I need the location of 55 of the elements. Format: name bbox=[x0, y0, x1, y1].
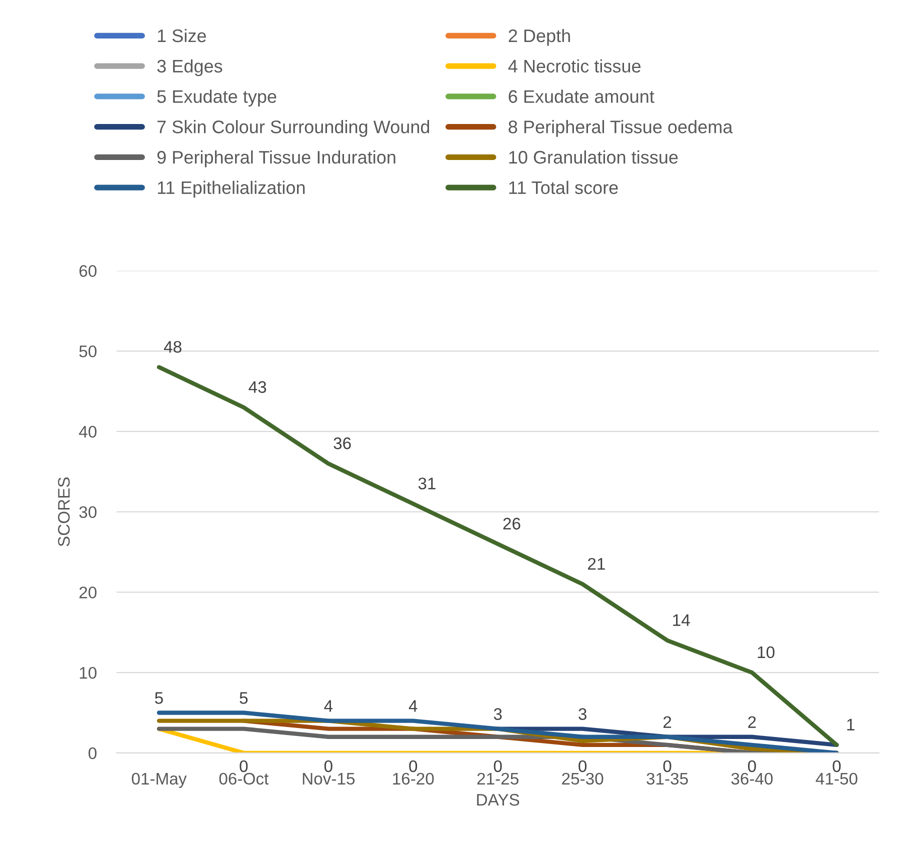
data-label: 2 bbox=[663, 716, 672, 728]
data-label: 48 bbox=[164, 340, 182, 353]
x-tick-label: 31-35 bbox=[646, 772, 688, 785]
data-label: 21 bbox=[588, 558, 605, 570]
data-label: 26 bbox=[503, 518, 520, 530]
x-tick-label: 01-May bbox=[132, 772, 187, 788]
y-tick-label: 60 bbox=[79, 265, 97, 277]
x-tick-label: 25-30 bbox=[562, 772, 604, 785]
data-label: 0 bbox=[324, 760, 332, 772]
x-tick-label: 36-40 bbox=[731, 772, 773, 785]
data-label: 0 bbox=[578, 760, 587, 772]
data-label: 4 bbox=[324, 700, 333, 712]
legend-label: 5 Exudate type bbox=[157, 90, 276, 107]
legend-label: 9 Peripheral Tissue Induration bbox=[157, 150, 396, 168]
x-tick-label: Nov-15 bbox=[302, 772, 355, 785]
y-tick-label: 30 bbox=[79, 506, 97, 518]
data-label: 1 bbox=[847, 718, 854, 730]
data-label: 3 bbox=[494, 708, 502, 720]
legend-label: 11 Epithelialization bbox=[158, 180, 305, 198]
data-label: 10 bbox=[758, 646, 774, 658]
data-label: 43 bbox=[248, 381, 266, 393]
data-label: 5 bbox=[240, 692, 248, 704]
x-axis-title: DAYS bbox=[477, 794, 520, 806]
legend-label: 11 Total score bbox=[509, 180, 618, 194]
data-label: 0 bbox=[832, 760, 841, 772]
y-axis-title: SCORES bbox=[58, 477, 70, 546]
legend-label: 4 Necrotic tissue bbox=[508, 59, 641, 73]
data-label: 0 bbox=[409, 760, 418, 772]
legend-label: 2 Depth bbox=[508, 28, 570, 46]
y-tick-label: 20 bbox=[79, 586, 97, 598]
data-label: 5 bbox=[155, 692, 163, 704]
x-tick-label: 41-50 bbox=[816, 772, 858, 785]
data-label: 0 bbox=[748, 760, 756, 772]
x-tick-label: 06-Oct bbox=[219, 772, 269, 785]
data-label: 0 bbox=[663, 760, 672, 772]
y-tick-label: 40 bbox=[79, 426, 97, 438]
x-tick-label: 16-20 bbox=[393, 772, 434, 785]
legend-label: 7 Skin Colour Surrounding Wound bbox=[157, 120, 430, 137]
y-tick-label: 10 bbox=[80, 666, 97, 679]
data-label: 0 bbox=[240, 760, 248, 772]
legend-label: 6 Exudate amount bbox=[508, 90, 654, 103]
data-label: 2 bbox=[748, 716, 756, 728]
legend-label: 3 Edges bbox=[157, 59, 222, 76]
data-label: 0 bbox=[494, 760, 502, 772]
legend-label: 1 Size bbox=[158, 28, 206, 42]
legend-label: 8 Peripheral Tissue oedema bbox=[508, 120, 733, 137]
data-label: 4 bbox=[408, 700, 418, 712]
data-label: 36 bbox=[334, 437, 351, 450]
y-tick-label: 0 bbox=[88, 747, 97, 760]
data-label: 31 bbox=[418, 478, 436, 490]
data-label: 3 bbox=[578, 708, 586, 720]
data-label: 14 bbox=[673, 614, 690, 626]
legend-label: 10 Granulation tissue bbox=[509, 150, 678, 164]
x-tick-label: 21-25 bbox=[477, 772, 518, 785]
y-tick-label: 50 bbox=[79, 345, 97, 358]
